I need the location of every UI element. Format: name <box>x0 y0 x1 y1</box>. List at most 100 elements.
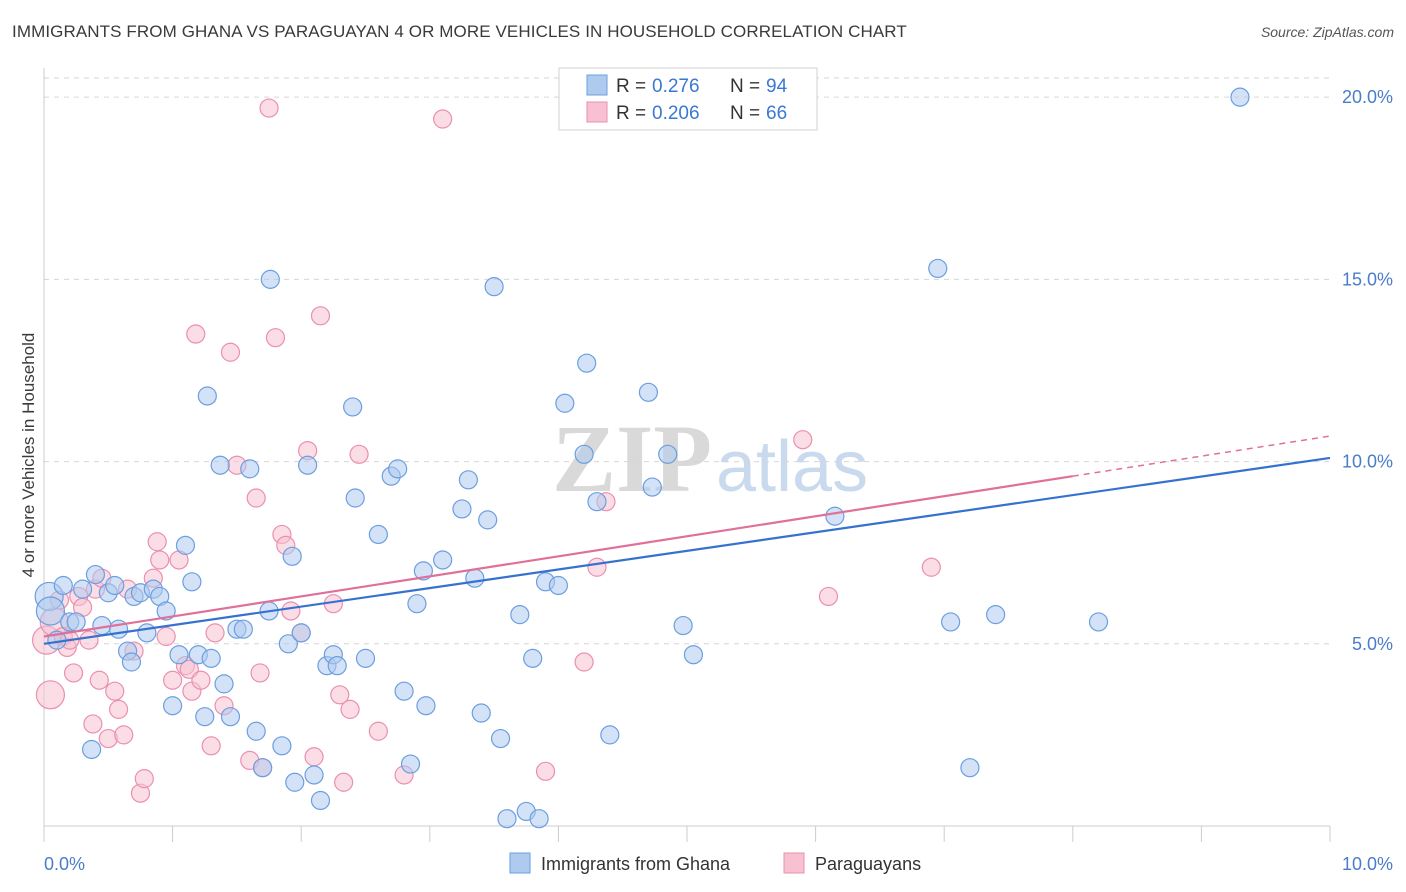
paraguayans-point <box>574 652 594 672</box>
ghana-point <box>465 568 485 588</box>
paraguayans-point <box>921 557 941 577</box>
ghana-point <box>510 605 530 625</box>
chart-title: IMMIGRANTS FROM GHANA VS PARAGUAYAN 4 OR… <box>12 22 907 41</box>
ghana-point <box>658 444 678 464</box>
legend-r-label-ghana: R = <box>616 76 646 97</box>
ghana-point <box>201 648 221 668</box>
ghana-point <box>272 736 292 756</box>
ghana-point <box>304 765 324 785</box>
paraguayans-point <box>349 444 369 464</box>
y-tick-label: 10.0% <box>1342 452 1393 472</box>
legend-n-value-ghana: 94 <box>766 76 788 97</box>
legend-n-label-para: N = <box>730 103 760 124</box>
ghana-point <box>233 619 253 639</box>
ghana-point <box>156 601 176 621</box>
ghana-point <box>960 758 980 778</box>
y-tick-label: 5.0% <box>1352 634 1393 654</box>
y-tick-labels: 5.0% 10.0% 15.0% 20.0% <box>1342 87 1393 654</box>
ghana-point <box>240 459 260 479</box>
bottom-legend-ghana: Immigrants from Ghana <box>541 854 731 874</box>
paraguayans-point <box>246 488 266 508</box>
bottom-legend-swatch-para <box>783 852 805 874</box>
ghana-point <box>400 754 421 774</box>
paraguayans-point <box>89 670 109 690</box>
ghana-point <box>642 477 662 497</box>
legend-n-value-para: 66 <box>766 103 787 124</box>
ghana-point <box>220 707 241 727</box>
ghana-point <box>1088 612 1109 632</box>
paraguayans-point <box>433 109 453 129</box>
paraguayans-point <box>156 626 176 647</box>
ghana-point <box>35 596 66 626</box>
ghana-point <box>355 648 376 668</box>
legend-r-value-para: 0.206 <box>652 103 700 124</box>
ghana-point <box>478 510 498 530</box>
ghana-point <box>175 535 196 555</box>
y-tick-label: 15.0% <box>1342 269 1393 289</box>
paraguayans-point <box>818 586 839 607</box>
ghana-point <box>587 492 607 512</box>
paraguayans-point <box>105 681 125 701</box>
ghana-point <box>416 696 436 716</box>
paraguayans-point <box>35 680 66 710</box>
watermark-atlas: atlas <box>716 427 868 507</box>
paraguayans-point <box>587 557 607 577</box>
correlation-legend: R = 0.276 N = 94 R = 0.206 N = 66 <box>558 67 818 131</box>
ghana-point <box>452 499 472 519</box>
ghana-point <box>394 681 414 701</box>
paraguayans-point <box>793 430 813 450</box>
ghana-point <box>260 269 280 289</box>
ghana-point <box>683 645 704 665</box>
paraguayans-point <box>63 663 84 683</box>
paraguayans-point <box>281 601 301 621</box>
ghana-point <box>555 393 575 413</box>
ghana-point <box>298 455 318 475</box>
paraguayans-point <box>334 772 354 792</box>
ghana-point <box>484 277 504 297</box>
ghana-point <box>388 459 408 479</box>
bottom-legend-para: Paraguayans <box>815 854 921 874</box>
paraguayans-point <box>368 721 388 741</box>
ghana-point <box>433 550 453 570</box>
paraguayans-point <box>114 725 134 745</box>
ghana-point <box>490 728 511 749</box>
grid-lines <box>44 77 1330 645</box>
ghana-point <box>246 721 266 741</box>
chart-source: Source: ZipAtlas.com <box>1260 24 1394 40</box>
ghana-point <box>368 524 388 545</box>
paraguayans-point <box>310 306 331 326</box>
paraguayans-point <box>147 532 167 552</box>
ghana-point <box>928 258 948 279</box>
bottom-legend-swatch-ghana <box>509 852 531 874</box>
ghana-point <box>85 564 106 585</box>
ghana-point <box>282 546 302 566</box>
ghana-point <box>941 612 961 632</box>
ghana-point <box>278 634 298 654</box>
ghana-point <box>343 397 363 417</box>
ghana-point <box>638 382 659 402</box>
legend-r-label-para: R = <box>616 103 646 124</box>
y-axis-label: 4 or more Vehicles in Household <box>19 333 38 578</box>
legend-swatch-ghana <box>586 74 608 96</box>
paraguayans-point <box>79 630 99 650</box>
paraguayans-trend-line <box>43 475 1073 638</box>
legend-r-value-ghana: 0.276 <box>652 76 700 97</box>
paraguayans-point <box>150 550 170 570</box>
paraguayans-points <box>31 98 941 803</box>
ghana-point <box>574 444 594 464</box>
ghana-point <box>497 809 517 829</box>
x-tick-label: 10.0% <box>1342 854 1393 874</box>
paraguayans-point <box>134 769 154 789</box>
ghana-point <box>66 612 86 632</box>
ghana-point <box>182 572 202 592</box>
ghana-point <box>137 623 157 643</box>
ghana-point <box>413 561 433 581</box>
paraguayans-point <box>340 699 360 719</box>
ghana-point <box>600 725 620 745</box>
ghana-point <box>825 506 845 526</box>
ghana-point <box>345 488 365 508</box>
ghana-point <box>81 739 102 760</box>
trend-lines <box>43 435 1331 645</box>
ghana-point <box>169 645 189 665</box>
ghana-point <box>407 594 427 614</box>
